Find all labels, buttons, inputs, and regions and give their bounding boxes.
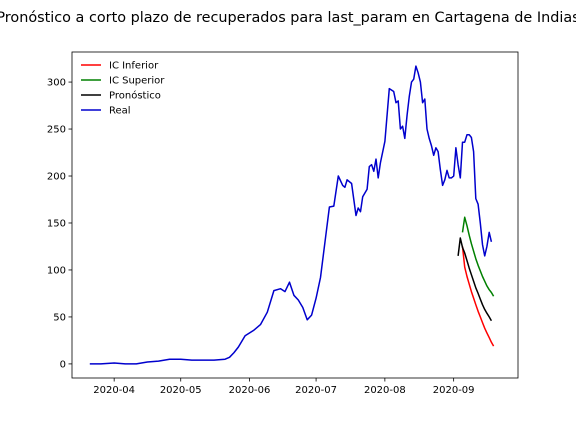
x-tick-label: 2020-09 [433,385,475,396]
legend-label-1: IC Superior [109,76,165,87]
legend-label-2: Pronóstico [109,90,161,102]
y-axis: 0 50 100 150 200 250 300 [47,78,72,370]
y-tick-label: 200 [47,172,66,183]
y-tick-label: 100 [47,265,66,276]
y-tick-label: 50 [53,312,66,323]
series-line-1 [461,216,495,297]
chart-title: Pronóstico a corto plazo de recuperados … [0,10,576,26]
series-line-3 [89,65,493,365]
x-tick-label: 2020-08 [364,385,406,396]
legend-label-3: Real [109,106,131,117]
series-line-2 [457,237,493,322]
y-tick-label: 300 [47,78,66,89]
legend: IC Inferior IC Superior Pronóstico Real [81,61,165,117]
x-tick-label: 2020-07 [295,385,337,396]
x-tick-label: 2020-06 [229,385,271,396]
plot-area [71,51,519,379]
y-tick-label: 250 [47,125,66,136]
x-axis: 2020-04 2020-05 2020-06 2020-07 2020-08 2020-… [93,378,475,396]
x-tick-label: 2020-05 [160,385,202,396]
y-tick-label: 150 [47,218,66,229]
series-line-0 [461,246,495,347]
y-tick-label: 0 [60,359,66,370]
x-tick-label: 2020-04 [93,385,135,396]
axes-frame [71,51,519,379]
legend-label-0: IC Inferior [109,61,159,72]
